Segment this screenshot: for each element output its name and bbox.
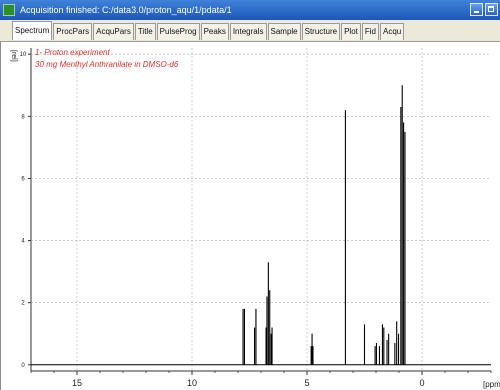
y-tick-label: 0 [21,363,25,369]
y-tick-label: 8 [21,114,25,120]
tab-structure[interactable]: Structure [301,23,341,40]
title-bar: Acquisition finished: C:/data3.0/proton_… [0,0,500,20]
minimize-button[interactable] [470,3,483,16]
annotation-line-2: 30 mg Menthyl Anthranilate in DMSO-d6 [35,60,179,69]
y-tick-label: 10 [20,52,27,58]
window-title: Acquisition finished: C:/data3.0/proton_… [20,5,232,15]
y-tick-label: 4 [21,239,25,245]
annotation-line-1: 1- Proton experiment [35,48,110,57]
tab-plot[interactable]: Plot [341,23,361,40]
spectrum-panel: 0 2 4 6 8 10 15 10 5 0 [ppm] [rel] 1- Proton experi… [0,42,500,390]
x-tick-label: 0 [419,378,424,388]
x-tick-label: 15 [72,378,82,388]
y-axis-label: [rel] [10,50,17,62]
maximize-button[interactable] [485,3,498,16]
tab-list: Spectrum ProcPars AcquPars Title PulseProg Pe… [12,21,405,40]
spectrum-chart[interactable]: 0 2 4 6 8 10 15 10 5 0 [ppm] [rel] [1,42,500,390]
x-tick-label: 10 [187,378,197,388]
tab-peaks[interactable]: Peaks [200,23,229,40]
tab-sample[interactable]: Sample [267,23,301,40]
y-tick-label: 6 [21,176,25,182]
app-icon [3,4,15,16]
tab-integrals[interactable]: Integrals [229,23,267,40]
x-axis-label: [ppm] [483,380,500,389]
tab-fid[interactable]: Fid [361,23,380,40]
tab-acqupars[interactable]: AcquPars [93,23,134,40]
tab-acqu[interactable]: Acqu [380,23,405,40]
tab-pulseprog[interactable]: PulseProg [156,23,200,40]
tab-title[interactable]: Title [134,23,156,40]
x-tick-label: 5 [304,378,309,388]
tab-bar: Spectrum ProcPars AcquPars Title PulseProg Pe… [0,20,500,42]
y-tick-label: 2 [21,301,25,307]
tab-procpars[interactable]: ProcPars [53,23,93,40]
tab-spectrum[interactable]: Spectrum [12,21,53,40]
